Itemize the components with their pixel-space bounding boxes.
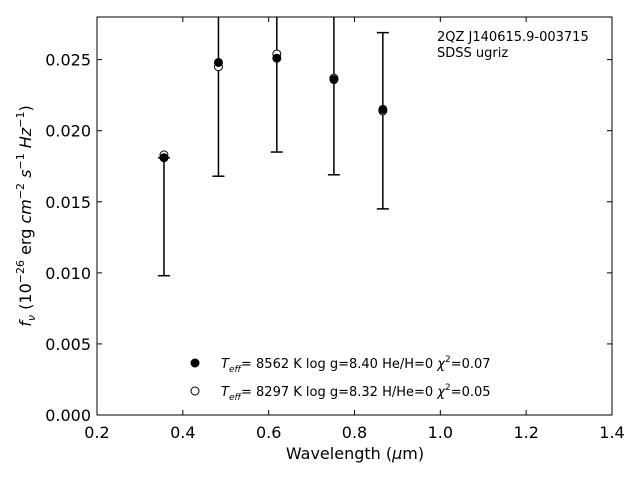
x-tick-label: 1.2 xyxy=(513,423,538,442)
filled-circle-point xyxy=(159,153,169,163)
x-tick-label: 0.2 xyxy=(84,423,109,442)
x-tick-label: 0.8 xyxy=(342,423,367,442)
x-tick-label: 1.4 xyxy=(599,423,624,442)
y-tick-label: 0.020 xyxy=(45,122,91,141)
x-tick-label: 0.4 xyxy=(170,423,195,442)
filled-circle-point xyxy=(272,53,282,63)
legend-entry: Teff= 8297 K log g=8.32 H/He=0 χ2=0.05 xyxy=(221,383,491,403)
y-tick-label: 0.015 xyxy=(45,193,91,212)
legend-entry: Teff= 8562 K log g=8.40 He/H=0 χ2=0.07 xyxy=(221,355,491,375)
x-tick-label: 0.6 xyxy=(256,423,281,442)
y-tick-label: 0.005 xyxy=(45,335,91,354)
x-axis-label: Wavelength (μm) xyxy=(286,444,424,463)
x-tick-label: 1.0 xyxy=(428,423,453,442)
axis-ticks: 0.2 0.4 0.6 0.8 1.0 1.2 1.4 0.000 0.005 0.010 0.01… xyxy=(45,17,625,442)
y-tick-label: 0.010 xyxy=(45,264,91,283)
y-tick-label: 0.025 xyxy=(45,51,91,70)
legend: Teff= 8562 K log g=8.40 He/H=0 χ2=0.07 Te… xyxy=(190,355,491,403)
y-tick-label: 0.000 xyxy=(45,406,91,425)
data-points xyxy=(159,49,388,163)
filled-circle-point xyxy=(329,75,339,85)
annotation-survey: SDSS ugriz xyxy=(437,46,508,61)
legend-marker-open xyxy=(190,386,200,396)
y-axis-label: fν (10−26 erg cm−2 s−1 Hz−1) xyxy=(14,105,38,326)
annotation-object: 2QZ J140615.9-003715 xyxy=(437,30,589,45)
filled-circle-point xyxy=(213,57,223,67)
legend-marker-filled xyxy=(190,358,200,368)
filled-circle-point xyxy=(378,104,388,114)
plot-frame xyxy=(96,16,613,416)
